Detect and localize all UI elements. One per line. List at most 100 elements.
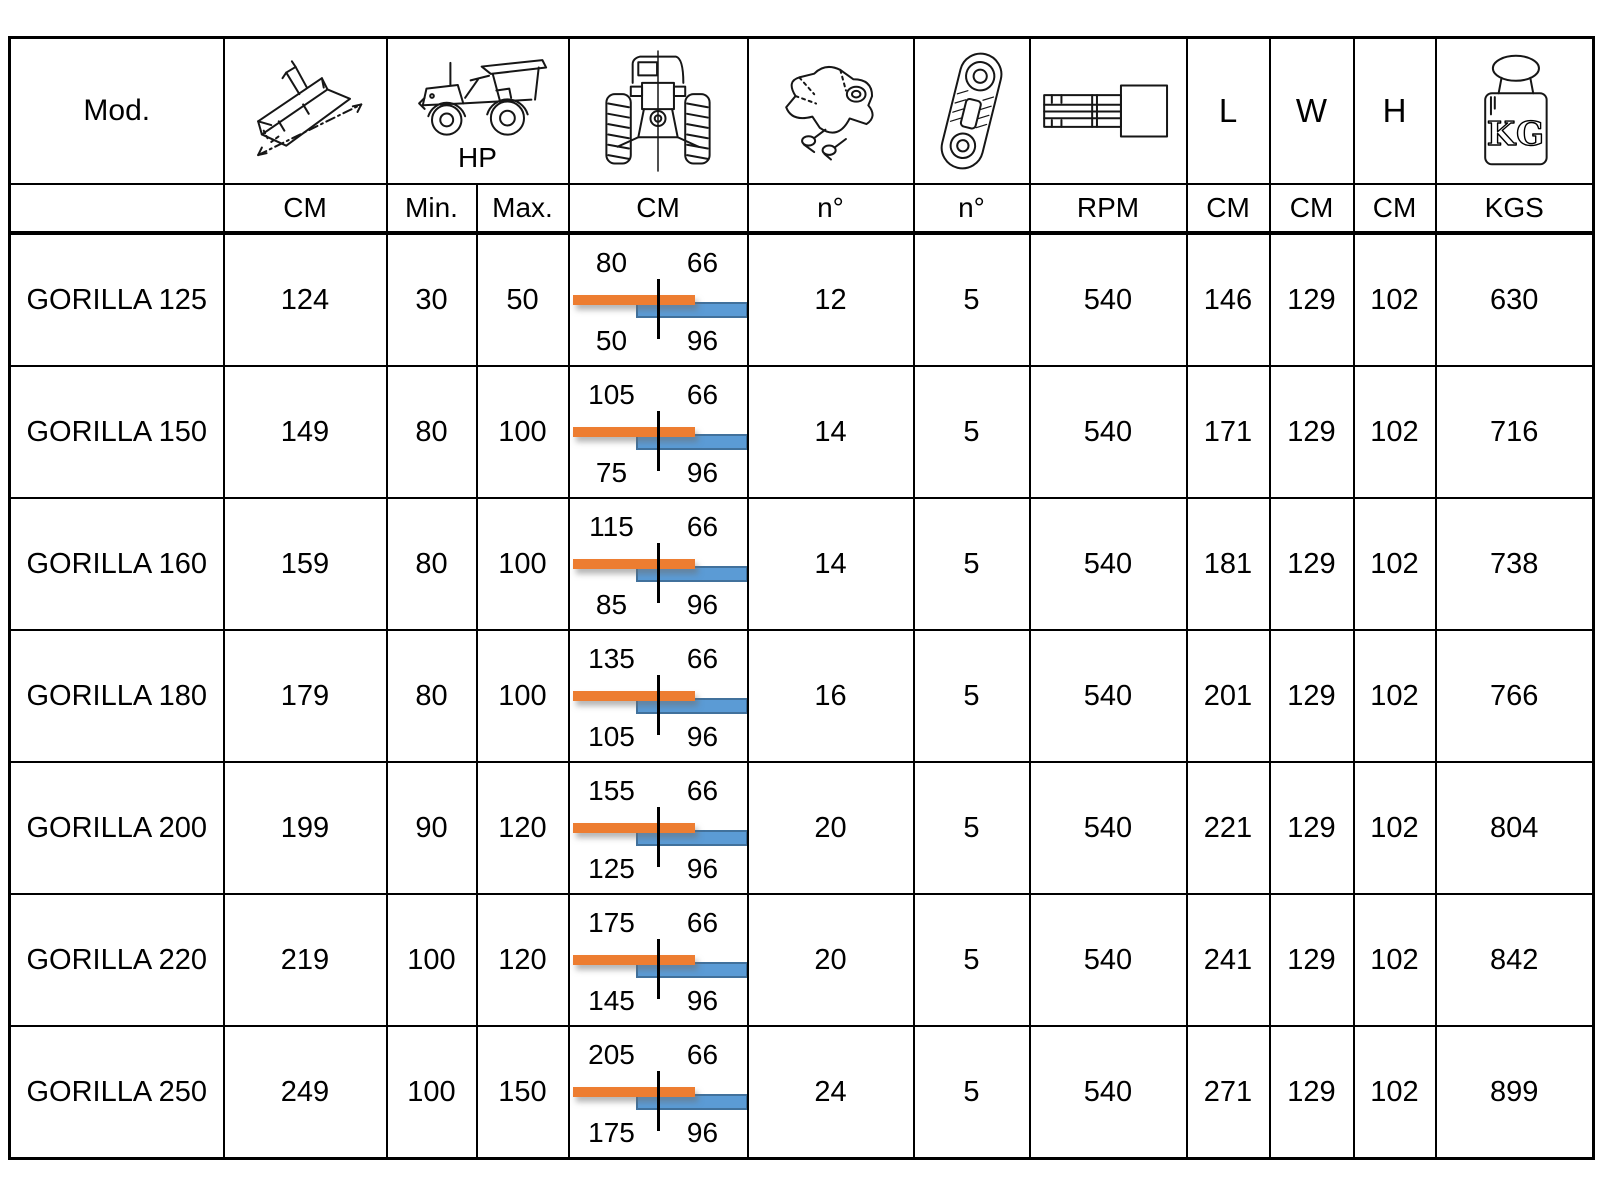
- offset-range-bar-orange: [572, 295, 695, 305]
- pto-rpm-cell: 540: [1028, 365, 1188, 499]
- hp-max-cell: 100: [475, 629, 570, 763]
- weight-cell: 766: [1434, 629, 1595, 763]
- weight-units-cell: KGS: [1434, 183, 1595, 235]
- offset-right-min: 96: [686, 457, 719, 488]
- hp-max-cell: 120: [475, 761, 570, 895]
- weight-kg-icon: KG: [1437, 39, 1593, 183]
- offset-range-bar-orange: [572, 691, 695, 701]
- offset-diagram: 135 66 105 96: [571, 632, 746, 760]
- offset-diagram-cell: 155 66 125 96: [567, 761, 749, 895]
- height-cell: 102: [1352, 1025, 1437, 1160]
- offset-diagram: 105 66 75 96: [571, 368, 746, 496]
- flails-cell: 14: [746, 497, 915, 631]
- pto-rpm-cell: 540: [1028, 761, 1188, 895]
- width-units-cell: CM: [1268, 183, 1355, 235]
- tractor-centerline: [656, 1071, 660, 1131]
- hp-max-cell: 100: [475, 497, 570, 631]
- weight-cell: 716: [1434, 365, 1595, 499]
- pto-rpm-cell: 540: [1028, 497, 1188, 631]
- weight-header-cell: KG: [1434, 36, 1595, 185]
- offset-left-max: 175: [588, 907, 635, 938]
- table-row: GORILLA 250 249 100 150 205 66 175 96 24…: [8, 1025, 1595, 1160]
- model-cell: GORILLA 220: [8, 893, 225, 1027]
- offset-right-max: 66: [686, 643, 719, 674]
- working-width-header-cell: [222, 36, 388, 185]
- model-cell: GORILLA 180: [8, 629, 225, 763]
- tractor-hp-icon: [403, 50, 553, 142]
- working-width-cell: 124: [222, 232, 388, 367]
- pto-shaft-icon: [1031, 39, 1186, 183]
- weight-cell: 738: [1434, 497, 1595, 631]
- hp-max-cell: 150: [475, 1025, 570, 1160]
- hp-max-cell: 120: [475, 893, 570, 1027]
- offset-right-min: 96: [686, 1117, 719, 1148]
- hp-max-cell: 100: [475, 365, 570, 499]
- icon-header-row: Mod.: [8, 36, 1595, 185]
- hp-min-cell: 80: [385, 365, 478, 499]
- pto-rpm-cell: 540: [1028, 629, 1188, 763]
- working-width-cell: 179: [222, 629, 388, 763]
- offset-units-cell: CM: [567, 183, 749, 235]
- flails-units-cell: n°: [746, 183, 915, 235]
- length-cell: 171: [1185, 365, 1271, 499]
- model-cell: GORILLA 150: [8, 365, 225, 499]
- width-header-cell: W: [1268, 36, 1355, 185]
- offset-diagram-cell: 205 66 175 96: [567, 1025, 749, 1160]
- length-header-cell: L: [1185, 36, 1271, 185]
- offset-right-max: 66: [686, 1039, 719, 1070]
- offset-right-max: 66: [686, 511, 719, 542]
- working-width-cell: 159: [222, 497, 388, 631]
- offset-right-min: 96: [686, 721, 719, 752]
- tractor-rear-offset-icon: [570, 39, 747, 183]
- hp-min-cell: 30: [385, 232, 478, 367]
- tractor-centerline: [656, 411, 660, 471]
- belts-header-cell: [912, 36, 1031, 185]
- weight-cell: 899: [1434, 1025, 1595, 1160]
- flails-cell: 14: [746, 365, 915, 499]
- flails-header-cell: [746, 36, 915, 185]
- width-cell: 129: [1268, 629, 1355, 763]
- offset-right-max: 66: [686, 907, 719, 938]
- tractor-centerline: [656, 675, 660, 735]
- offset-range-bar-orange: [572, 955, 695, 965]
- belts-cell: 5: [912, 761, 1031, 895]
- table-row: GORILLA 180 179 80 100 135 66 105 96 16 …: [8, 629, 1595, 763]
- svg-text:KG: KG: [1487, 114, 1545, 153]
- table-row: GORILLA 220 219 100 120 175 66 145 96 20…: [8, 893, 1595, 1027]
- length-units-cell: CM: [1185, 183, 1271, 235]
- offset-left-min: 50: [595, 325, 628, 356]
- hp-min-cell: 90: [385, 761, 478, 895]
- table-row: GORILLA 160 159 80 100 115 66 85 96 14 5…: [8, 497, 1595, 631]
- weight-cell: 630: [1434, 232, 1595, 367]
- offset-left-max: 135: [588, 643, 635, 674]
- length-cell: 181: [1185, 497, 1271, 631]
- length-cell: 221: [1185, 761, 1271, 895]
- width-cell: 129: [1268, 761, 1355, 895]
- offset-left-min: 125: [588, 853, 635, 884]
- width-cell: 129: [1268, 1025, 1355, 1160]
- offset-right-min: 96: [686, 853, 719, 884]
- belts-cell: 5: [912, 497, 1031, 631]
- height-cell: 102: [1352, 629, 1437, 763]
- offset-diagram-cell: 80 66 50 96: [567, 232, 749, 367]
- tractor-centerline: [656, 543, 660, 603]
- specifications-table: Mod.: [8, 36, 1595, 1160]
- pto-rpm-cell: 540: [1028, 232, 1188, 367]
- offset-right-max: 66: [686, 379, 719, 410]
- flail-mower-icon: [225, 39, 386, 183]
- flails-cell: 24: [746, 1025, 915, 1160]
- offset-header-cell: [567, 36, 749, 185]
- pto-rpm-cell: 540: [1028, 1025, 1188, 1160]
- length-cell: 146: [1185, 232, 1271, 367]
- offset-diagram: 80 66 50 96: [571, 235, 746, 364]
- hp-max-units-cell: Max.: [475, 183, 570, 235]
- table-row: GORILLA 150 149 80 100 105 66 75 96 14 5…: [8, 365, 1595, 499]
- offset-left-max: 105: [588, 379, 635, 410]
- flails-cell: 20: [746, 893, 915, 1027]
- offset-diagram: 205 66 175 96: [571, 1028, 746, 1157]
- belts-cell: 5: [912, 1025, 1031, 1160]
- offset-range-bar-orange: [572, 823, 695, 833]
- belts-cell: 5: [912, 629, 1031, 763]
- belts-cell: 5: [912, 365, 1031, 499]
- offset-right-min: 96: [686, 589, 719, 620]
